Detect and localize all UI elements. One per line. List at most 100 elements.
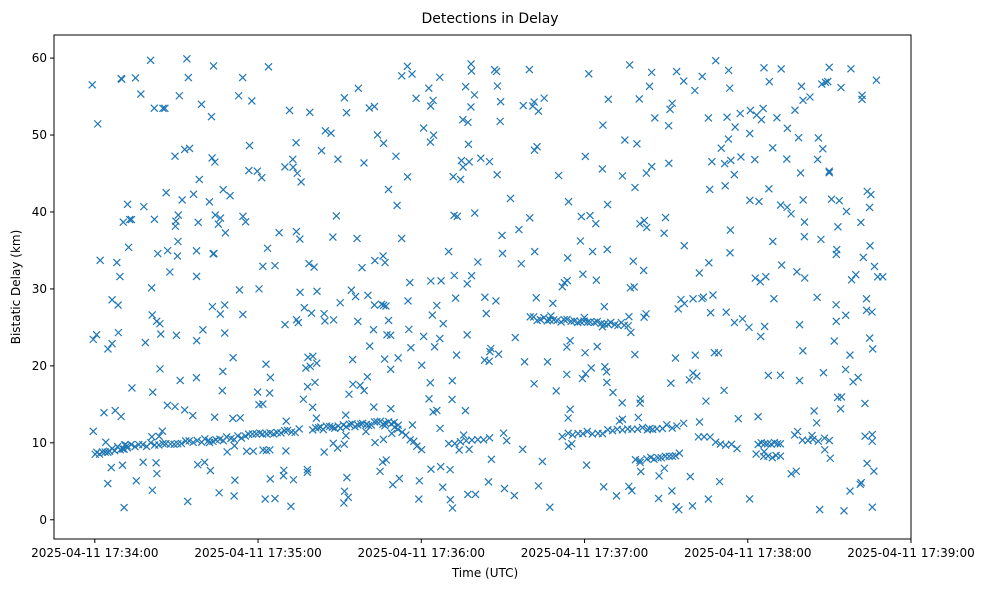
data-point [467,60,475,68]
data-point [382,302,390,311]
data-point [464,140,473,149]
data-point [704,258,713,267]
data-point [340,487,349,496]
data-point [405,278,414,287]
data-point [294,318,303,327]
data-point [825,167,834,176]
data-point [833,222,842,231]
data-point [275,228,284,237]
data-point [450,439,459,448]
data-point [308,403,317,412]
data-point [533,142,541,151]
data-point [502,436,511,445]
data-point [476,154,485,163]
data-point [292,138,301,147]
data-point [427,465,435,474]
data-point [139,458,148,467]
data-point [506,194,515,203]
data-point [826,454,835,463]
data-point [283,426,292,435]
data-point [192,272,201,281]
data-point [672,67,681,76]
data-point [560,278,569,287]
data-point [351,292,360,301]
data-point [660,229,669,238]
data-point [799,196,808,204]
data-point [760,439,769,448]
data-point [578,374,587,383]
data-point [266,373,275,382]
data-point [387,429,396,438]
data-point [266,475,275,483]
data-point [726,248,734,257]
data-point [253,388,262,397]
data-point [394,421,403,430]
data-point [602,378,611,387]
data-point [674,304,683,313]
data-point [520,357,529,366]
data-point [439,319,448,328]
data-point [530,146,539,155]
data-point [795,320,804,329]
data-point [600,302,609,311]
data-point [490,65,499,74]
data-point [878,272,887,281]
data-point [244,166,253,175]
data-point [183,497,192,506]
data-point [417,445,426,454]
data-point [856,218,865,227]
data-point [806,93,814,101]
data-point [214,220,223,229]
data-point [101,438,110,447]
data-point [238,310,247,319]
data-point [353,234,361,243]
data-point [726,156,735,165]
data-point [360,159,368,167]
data-point [152,469,161,478]
data-point [408,70,416,78]
data-point [153,249,162,258]
data-point [345,390,353,399]
data-point [847,275,856,284]
data-point [706,308,715,317]
data-point [257,173,266,182]
data-point [150,215,159,224]
data-point [598,121,607,130]
data-point [463,330,472,339]
data-point [120,503,129,512]
data-point [661,213,670,222]
data-point [592,276,601,285]
data-point [301,364,310,372]
data-point [814,134,823,142]
data-point [430,342,439,351]
data-point [480,356,489,365]
data-point [303,382,312,391]
data-point [671,451,680,460]
data-point [598,164,607,173]
data-point [450,271,459,280]
data-point [281,447,290,455]
y-axis-title: Bistatic Delay (km) [9,230,23,345]
data-point [108,295,116,304]
data-point [117,412,126,421]
data-point [645,82,654,91]
data-point [310,263,319,271]
data-point [750,155,759,164]
data-point [618,398,627,407]
data-point [525,213,534,222]
data-point [345,420,354,429]
plot-area [88,54,887,515]
data-point [448,504,457,512]
data-point [377,300,386,309]
data-point [386,365,395,374]
data-point [160,104,169,113]
data-point [456,175,465,184]
data-point [598,322,607,331]
data-point [493,170,502,179]
data-point [800,232,809,241]
data-point [746,106,755,115]
data-point [118,444,127,453]
data-point [403,172,412,181]
data-point [538,457,547,466]
